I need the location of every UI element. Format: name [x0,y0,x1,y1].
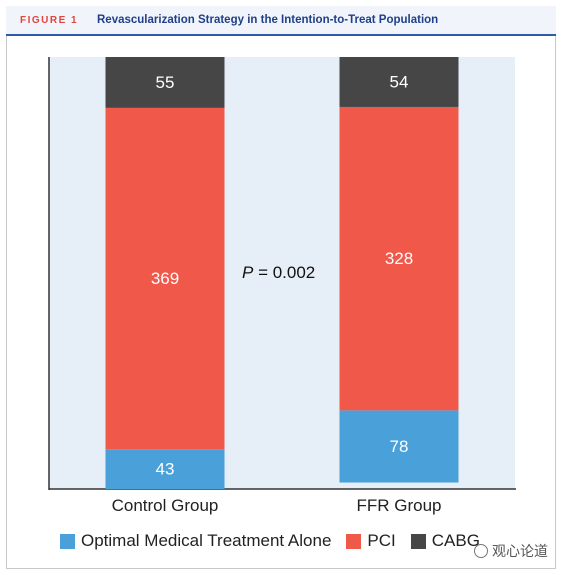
legend-item-cabg: CABG [410,531,480,551]
data-label-control-group-omt: 43 [156,460,175,479]
legend-label-omt: Optimal Medical Treatment Alone [81,531,332,550]
bar-ffr-group-omt [339,410,459,483]
legend-label-cabg: CABG [431,531,480,550]
legend-swatch-cabg [410,533,426,549]
legend-swatch-omt [60,533,75,549]
data-label-control-group-pci: 369 [151,269,179,288]
data-label-control-group-cabg: 55 [156,73,175,92]
x-tick-control-group: Control Group [112,496,219,515]
bar-ffr-group-cabg [339,57,459,107]
x-tick-ffr-group: FFR Group [356,496,441,515]
bar-control-group-pci [105,107,225,450]
figure-title: Revascularization Strategy in the Intent… [97,14,439,26]
watermark-logo-icon [474,544,488,558]
p-value-symbol: P [242,263,254,282]
watermark-text: 观心论道 [492,543,548,559]
legend-item-pci: PCI [346,531,396,551]
bar-ffr-group-pci [339,106,459,411]
bar-control-group-omt [105,449,225,489]
p-value-annotation: P = 0.002 [242,263,315,282]
legend-swatch-pci [346,533,362,549]
data-label-ffr-group-omt: 78 [390,437,409,456]
legend-item-omt: Optimal Medical Treatment Alone [60,531,331,551]
data-label-ffr-group-cabg: 54 [390,72,409,91]
p-value-text: = 0.002 [253,263,315,282]
data-label-ffr-group-pci: 328 [385,249,413,268]
figure-label: FIGURE 1 [20,15,79,26]
bar-control-group-cabg [105,57,225,108]
figure-header: FIGURE 1 Revascularization Strategy in t… [6,6,556,36]
watermark: 观心论道 [474,541,548,561]
legend: Optimal Medical Treatment Alone PCI CABG [60,531,495,551]
legend-label-pci: PCI [367,531,396,550]
